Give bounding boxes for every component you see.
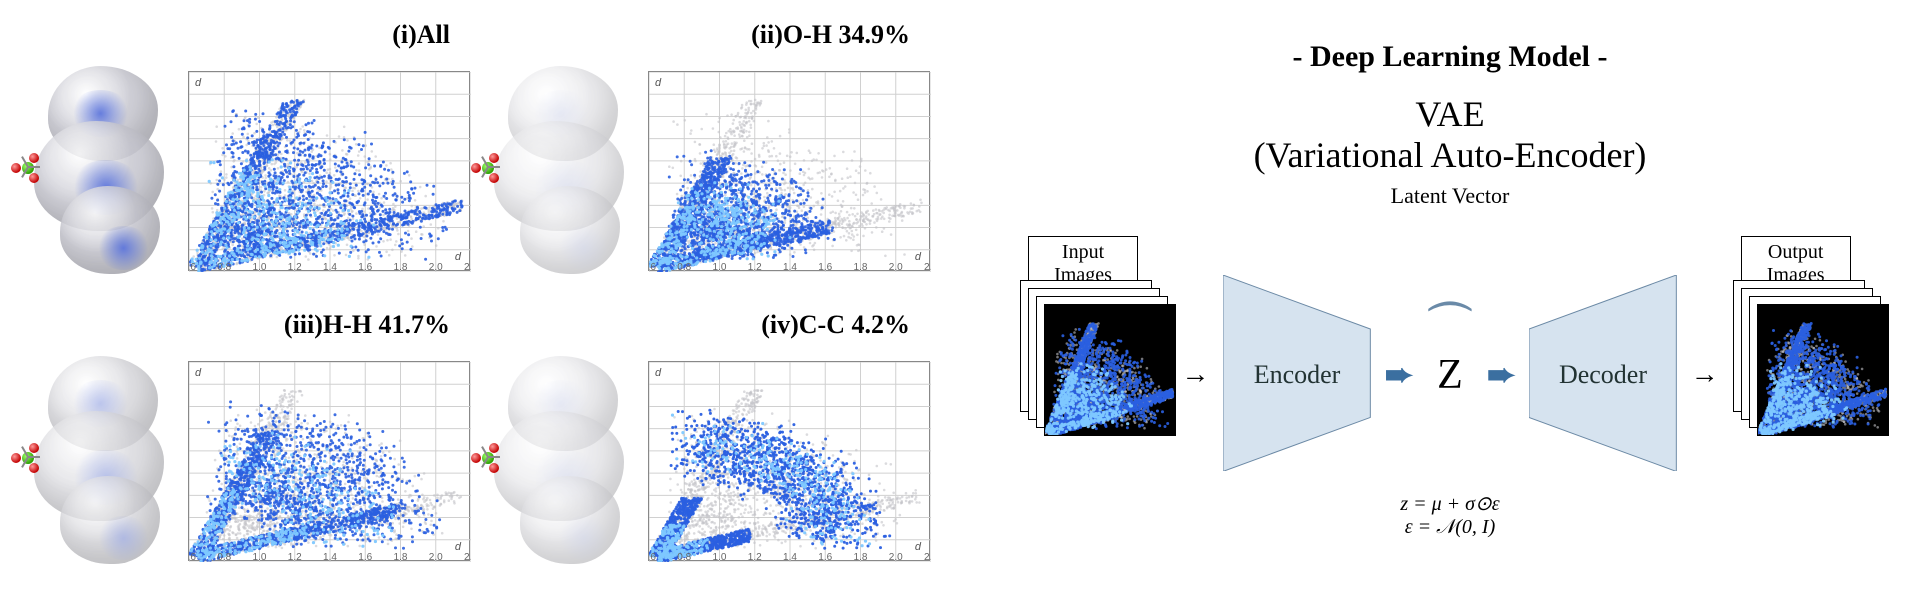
hirshfeld-panel: (i)All0.60.81.01.21.41.61.82.02.2dd(ii)O…: [0, 0, 960, 600]
brace-icon: ⏜: [1428, 319, 1472, 337]
hirshfeld-surface: [490, 66, 640, 276]
svg-text:0.8: 0.8: [217, 262, 231, 272]
output-thumbnail: [1757, 304, 1889, 436]
encoder-label: Encoder: [1254, 360, 1341, 390]
svg-text:0.6: 0.6: [189, 262, 196, 272]
input-thumbnail: [1044, 304, 1176, 436]
svg-text:d: d: [455, 251, 462, 263]
svg-text:2.0: 2.0: [429, 262, 443, 272]
fingerprint-plot: 0.60.81.01.21.41.61.82.02.2dd: [648, 71, 930, 271]
hirshfeld-cell: (ii)O-H 34.9% 0.60.81.01.21.41.61.82.02.2…: [490, 20, 930, 290]
fingerprint-plot: 0.60.81.01.21.41.61.82.02.2dd: [188, 361, 470, 561]
arrow-icon: →: [1691, 359, 1719, 391]
cell-title: (ii)O-H 34.9%: [751, 20, 910, 50]
fingerprint-thumb-icon: [1045, 305, 1176, 436]
anion-icon: [8, 148, 48, 188]
decoder-block: Decoder: [1529, 275, 1676, 475]
hirshfeld-surface: [30, 356, 180, 566]
svg-text:1.4: 1.4: [323, 262, 337, 272]
svg-text:1.2: 1.2: [288, 262, 302, 272]
vae-architecture: Input Images → Encoder ➨ ⏜ Z ➨: [1020, 215, 1880, 535]
svg-text:1.0: 1.0: [253, 262, 267, 272]
vae-title: VAE (Variational Auto-Encoder): [1020, 94, 1880, 177]
latent-z-wrap: ⏜ Z: [1427, 351, 1473, 399]
decoder-label: Decoder: [1559, 360, 1647, 390]
hirshfeld-cell: (iii)H-H 41.7% 0.60.81.01.21.41.61.82.02.…: [30, 310, 470, 580]
hirshfeld-surface: [30, 66, 180, 276]
fingerprint-thumb-icon: [1758, 305, 1889, 436]
vae-title-line2: (Variational Auto-Encoder): [1254, 135, 1647, 175]
svg-text:d: d: [195, 77, 202, 89]
vae-title-line1: VAE: [1415, 94, 1484, 134]
equation-1: z = μ + σ⊙ε: [1020, 491, 1880, 516]
vae-panel: - Deep Learning Model - VAE (Variational…: [960, 0, 1920, 600]
svg-text:2.2: 2.2: [464, 262, 471, 272]
cell-title: (i)All: [392, 20, 450, 50]
encoder-block: Encoder: [1223, 275, 1370, 475]
cell-title: (iii)H-H 41.7%: [284, 310, 450, 340]
anion-icon: [468, 148, 508, 188]
anion-icon: [8, 438, 48, 478]
thick-arrow-icon: ➨: [1487, 355, 1516, 395]
input-image-stack: Input Images: [1020, 280, 1167, 470]
anion-icon: [468, 438, 508, 478]
svg-text:1.8: 1.8: [394, 262, 408, 272]
svg-text:1.6: 1.6: [358, 262, 372, 272]
hirshfeld-cell: (iv)C-C 4.2% 0.60.81.01.21.41.61.82.02.2d…: [490, 310, 930, 580]
section-heading: - Deep Learning Model -: [1020, 40, 1880, 74]
thick-arrow-icon: ➨: [1385, 355, 1414, 395]
equation-2: ε = 𝒩(0, I): [1020, 516, 1880, 539]
hirshfeld-cell: (i)All0.60.81.01.21.41.61.82.02.2dd: [30, 20, 470, 290]
hirshfeld-surface: [490, 356, 640, 566]
reparam-equations: z = μ + σ⊙ε ε = 𝒩(0, I): [1020, 491, 1880, 539]
arrow-icon: →: [1181, 359, 1209, 391]
fingerprint-plot: 0.60.81.01.21.41.61.82.02.2dd: [188, 71, 470, 271]
fingerprint-plot: 0.60.81.01.21.41.61.82.02.2dd: [648, 361, 930, 561]
latent-z: Z: [1427, 352, 1473, 398]
latent-vector-label: Latent Vector: [1020, 183, 1880, 209]
output-image-stack: Output Images: [1733, 280, 1880, 470]
cell-title: (iv)C-C 4.2%: [761, 310, 910, 340]
